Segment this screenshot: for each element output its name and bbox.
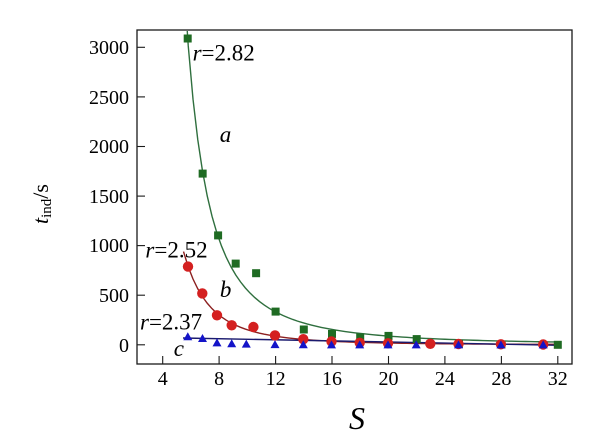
- svg-text:16: 16: [322, 368, 342, 390]
- svg-text:1500: 1500: [89, 186, 129, 208]
- svg-text:1000: 1000: [89, 235, 129, 257]
- svg-text:2500: 2500: [89, 87, 129, 109]
- svg-text:500: 500: [99, 285, 129, 307]
- svg-text:8: 8: [214, 368, 224, 390]
- svg-text:tind/s: tind/s: [28, 184, 55, 224]
- svg-text:32: 32: [548, 368, 568, 390]
- svg-text:r=2.37: r=2.37: [140, 310, 202, 335]
- svg-text:0: 0: [119, 335, 129, 357]
- svg-text:a: a: [220, 122, 232, 147]
- svg-text:28: 28: [491, 368, 511, 390]
- svg-text:4: 4: [158, 368, 168, 390]
- svg-text:c: c: [174, 336, 184, 361]
- svg-text:r=2.52: r=2.52: [145, 238, 207, 263]
- svg-text:b: b: [220, 277, 232, 302]
- svg-text:2000: 2000: [89, 136, 129, 158]
- svg-text:20: 20: [379, 368, 399, 390]
- svg-text:3000: 3000: [89, 37, 129, 59]
- svg-text:S: S: [349, 400, 365, 436]
- svg-text:24: 24: [435, 368, 455, 390]
- svg-text:r=2.82: r=2.82: [193, 41, 255, 66]
- svg-text:12: 12: [266, 368, 286, 390]
